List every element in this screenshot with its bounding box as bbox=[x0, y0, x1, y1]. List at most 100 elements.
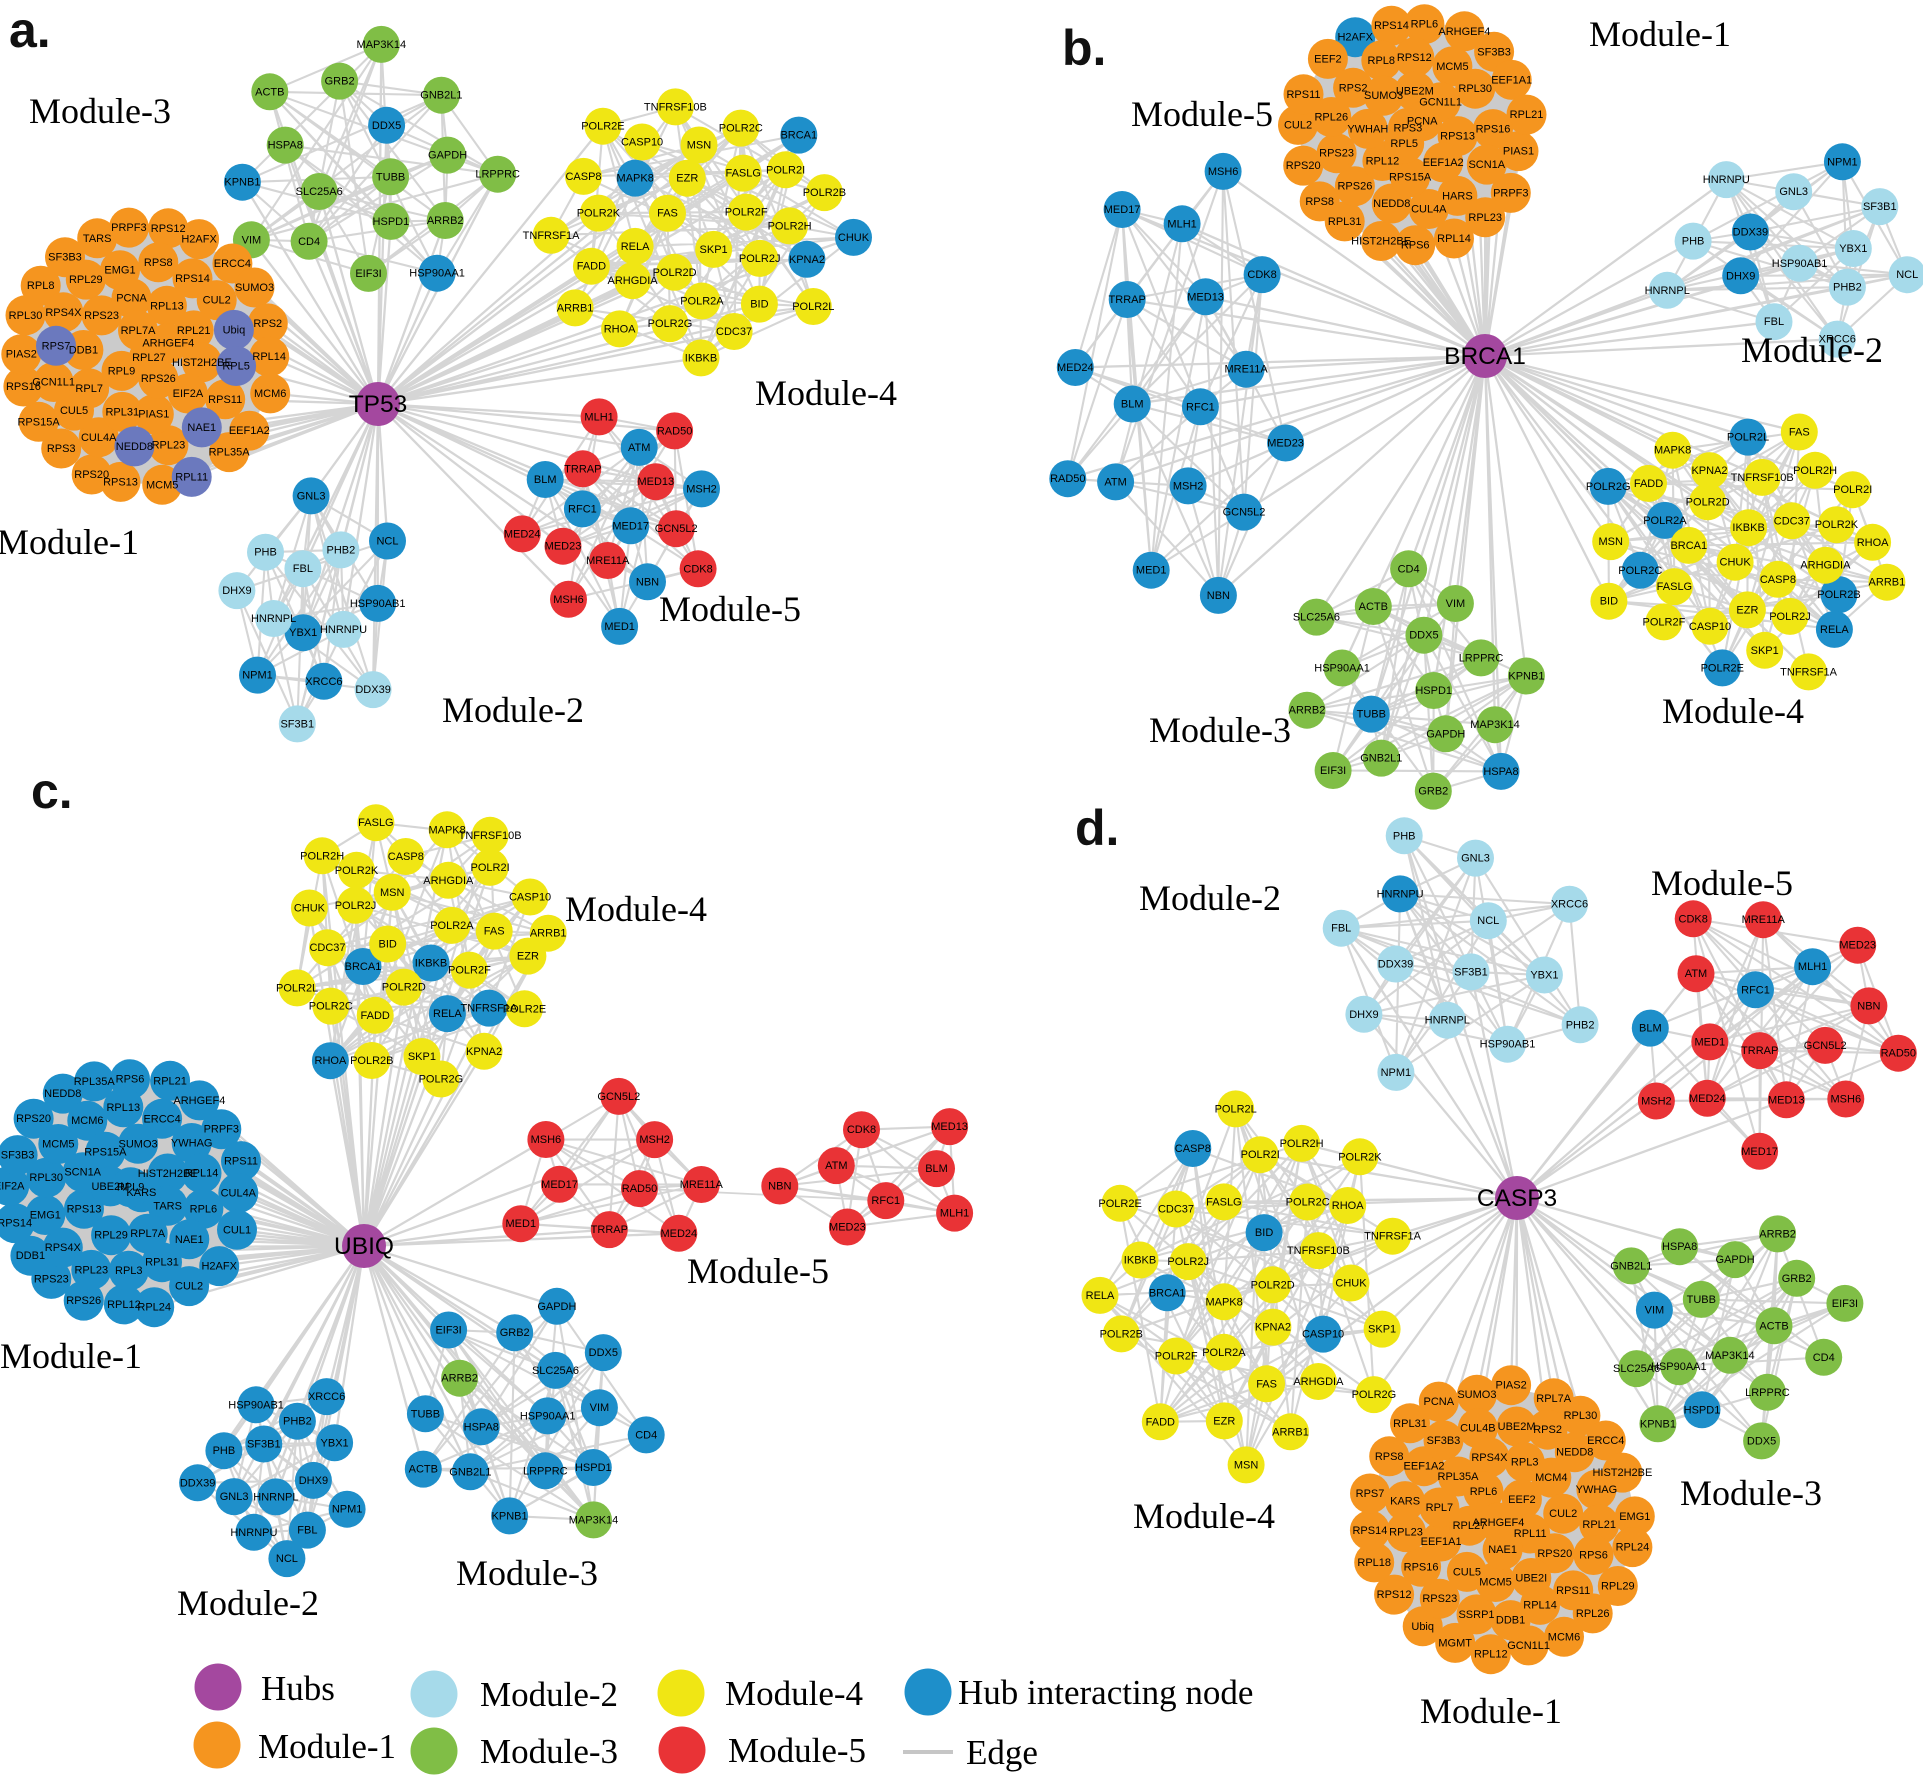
svg-text:GCN1L1: GCN1L1 bbox=[1419, 97, 1462, 109]
svg-text:RPL12: RPL12 bbox=[1474, 1649, 1508, 1661]
svg-text:MCM6: MCM6 bbox=[1548, 1631, 1580, 1643]
svg-text:SF3B1: SF3B1 bbox=[1863, 201, 1897, 213]
svg-text:RPL8: RPL8 bbox=[1368, 55, 1396, 67]
svg-text:Module-3: Module-3 bbox=[480, 1732, 618, 1771]
svg-text:RPL21: RPL21 bbox=[1510, 109, 1544, 121]
svg-text:RFC1: RFC1 bbox=[1186, 401, 1215, 413]
svg-text:RPL9: RPL9 bbox=[117, 1182, 145, 1194]
svg-text:NCL: NCL bbox=[276, 1553, 298, 1565]
svg-text:Module-1: Module-1 bbox=[258, 1727, 396, 1766]
svg-text:POLR2L: POLR2L bbox=[792, 301, 834, 313]
svg-text:Module-2: Module-2 bbox=[1741, 330, 1883, 370]
svg-text:KARS: KARS bbox=[126, 1187, 156, 1199]
svg-text:LRPPRC: LRPPRC bbox=[475, 169, 520, 181]
svg-text:YBX1: YBX1 bbox=[321, 1437, 349, 1449]
svg-text:HSP90AB1: HSP90AB1 bbox=[1772, 258, 1828, 270]
svg-text:RPL12: RPL12 bbox=[107, 1299, 141, 1311]
svg-text:RAD50: RAD50 bbox=[1050, 473, 1085, 485]
svg-text:VIM: VIM bbox=[1446, 598, 1466, 610]
svg-text:PIAS2: PIAS2 bbox=[6, 349, 37, 361]
svg-text:GRB2: GRB2 bbox=[1782, 1273, 1812, 1285]
svg-text:FADD: FADD bbox=[577, 261, 606, 273]
svg-text:FASLG: FASLG bbox=[1206, 1196, 1241, 1208]
svg-text:TRRAP: TRRAP bbox=[1109, 294, 1146, 306]
svg-text:ARRB1: ARRB1 bbox=[557, 302, 594, 314]
svg-text:POLR2F: POLR2F bbox=[448, 965, 491, 977]
svg-text:b.: b. bbox=[1062, 20, 1106, 76]
svg-text:FASLG: FASLG bbox=[725, 168, 760, 180]
svg-text:MSH2: MSH2 bbox=[1173, 480, 1204, 492]
svg-text:FADD: FADD bbox=[361, 1010, 390, 1022]
svg-text:YWHAG: YWHAG bbox=[1576, 1484, 1618, 1496]
svg-text:POLR2F: POLR2F bbox=[1155, 1351, 1198, 1363]
svg-text:HSP90AA1: HSP90AA1 bbox=[520, 1410, 576, 1422]
svg-text:RPS2: RPS2 bbox=[1339, 82, 1368, 94]
svg-text:GCN5L2: GCN5L2 bbox=[655, 523, 698, 535]
svg-text:EEF1A2: EEF1A2 bbox=[1423, 157, 1464, 169]
svg-text:MAP3K14: MAP3K14 bbox=[357, 39, 407, 51]
svg-text:EIF3I: EIF3I bbox=[355, 268, 381, 280]
svg-text:GCN5L2: GCN5L2 bbox=[1804, 1040, 1847, 1052]
svg-text:TNFRSF10B: TNFRSF10B bbox=[644, 101, 707, 113]
svg-text:EEF2: EEF2 bbox=[1314, 53, 1342, 65]
svg-text:POLR2A: POLR2A bbox=[1202, 1347, 1246, 1359]
svg-text:RPS12: RPS12 bbox=[151, 223, 186, 235]
svg-text:NAE1: NAE1 bbox=[175, 1234, 204, 1246]
svg-text:MED23: MED23 bbox=[545, 541, 582, 553]
svg-text:HNRNPU: HNRNPU bbox=[230, 1527, 277, 1539]
svg-text:TNFRSF1A: TNFRSF1A bbox=[460, 1003, 518, 1015]
svg-text:POLR2C: POLR2C bbox=[309, 1001, 353, 1013]
svg-text:RPL31: RPL31 bbox=[105, 406, 139, 418]
svg-text:RPL30: RPL30 bbox=[9, 310, 43, 322]
svg-text:KPNA2: KPNA2 bbox=[789, 254, 825, 266]
svg-text:MSN: MSN bbox=[380, 887, 405, 899]
svg-text:RPS16: RPS16 bbox=[1476, 124, 1511, 136]
svg-text:RPS6: RPS6 bbox=[1579, 1550, 1608, 1562]
svg-text:MED17: MED17 bbox=[1104, 204, 1141, 216]
svg-text:RPL7: RPL7 bbox=[1426, 1502, 1454, 1514]
svg-text:POLR2L: POLR2L bbox=[1727, 432, 1769, 444]
svg-text:POLR2L: POLR2L bbox=[1215, 1103, 1257, 1115]
svg-text:CDC37: CDC37 bbox=[1774, 515, 1810, 527]
svg-text:ACTB: ACTB bbox=[1359, 601, 1388, 613]
svg-text:RPL12: RPL12 bbox=[1366, 156, 1400, 168]
svg-text:RPS15A: RPS15A bbox=[17, 416, 60, 428]
svg-text:HIST2H2BE: HIST2H2BE bbox=[138, 1168, 198, 1180]
svg-text:SLC25A6: SLC25A6 bbox=[1613, 1363, 1660, 1375]
svg-text:CDC37: CDC37 bbox=[1158, 1204, 1194, 1216]
svg-text:RPL7: RPL7 bbox=[75, 383, 103, 395]
svg-text:TNFRSF1A: TNFRSF1A bbox=[1780, 666, 1838, 678]
svg-text:POLR2I: POLR2I bbox=[471, 862, 510, 874]
svg-text:RPL29: RPL29 bbox=[94, 1230, 128, 1242]
svg-text:Ubiq: Ubiq bbox=[1411, 1621, 1434, 1633]
svg-text:RPL13: RPL13 bbox=[150, 300, 184, 312]
svg-text:RPL13: RPL13 bbox=[106, 1102, 140, 1114]
svg-text:H2AFX: H2AFX bbox=[181, 234, 217, 246]
svg-text:YWHAH: YWHAH bbox=[1347, 123, 1388, 135]
svg-text:POLR2B: POLR2B bbox=[803, 187, 846, 199]
svg-text:GAPDH: GAPDH bbox=[537, 1301, 576, 1313]
svg-text:GNL3: GNL3 bbox=[1779, 186, 1808, 198]
svg-text:BID: BID bbox=[1600, 596, 1618, 608]
svg-text:DDX39: DDX39 bbox=[1733, 227, 1768, 239]
svg-text:Module-2: Module-2 bbox=[442, 690, 584, 730]
svg-text:CD4: CD4 bbox=[1398, 563, 1420, 575]
svg-text:POLR2G: POLR2G bbox=[419, 1074, 464, 1086]
svg-text:MCM5: MCM5 bbox=[146, 479, 178, 491]
svg-text:Module-4: Module-4 bbox=[1133, 1496, 1275, 1536]
svg-text:RPS8: RPS8 bbox=[1375, 1451, 1404, 1463]
svg-text:EIF3I: EIF3I bbox=[1832, 1298, 1858, 1310]
svg-text:H2AFX: H2AFX bbox=[1337, 32, 1373, 44]
svg-text:PHB: PHB bbox=[254, 547, 277, 559]
svg-text:POLR2A: POLR2A bbox=[430, 920, 474, 932]
svg-text:RPL23: RPL23 bbox=[74, 1264, 108, 1276]
svg-text:a.: a. bbox=[9, 2, 51, 58]
svg-text:RPL24: RPL24 bbox=[137, 1302, 171, 1314]
svg-text:ARHGEF4: ARHGEF4 bbox=[142, 338, 194, 350]
svg-text:RELA: RELA bbox=[433, 1008, 462, 1020]
svg-text:UBE2I: UBE2I bbox=[1515, 1573, 1547, 1585]
svg-text:ACTB: ACTB bbox=[255, 86, 284, 98]
svg-text:RPL11: RPL11 bbox=[1514, 1528, 1547, 1540]
svg-text:CASP8: CASP8 bbox=[565, 171, 601, 183]
svg-text:POLR2K: POLR2K bbox=[335, 865, 379, 877]
